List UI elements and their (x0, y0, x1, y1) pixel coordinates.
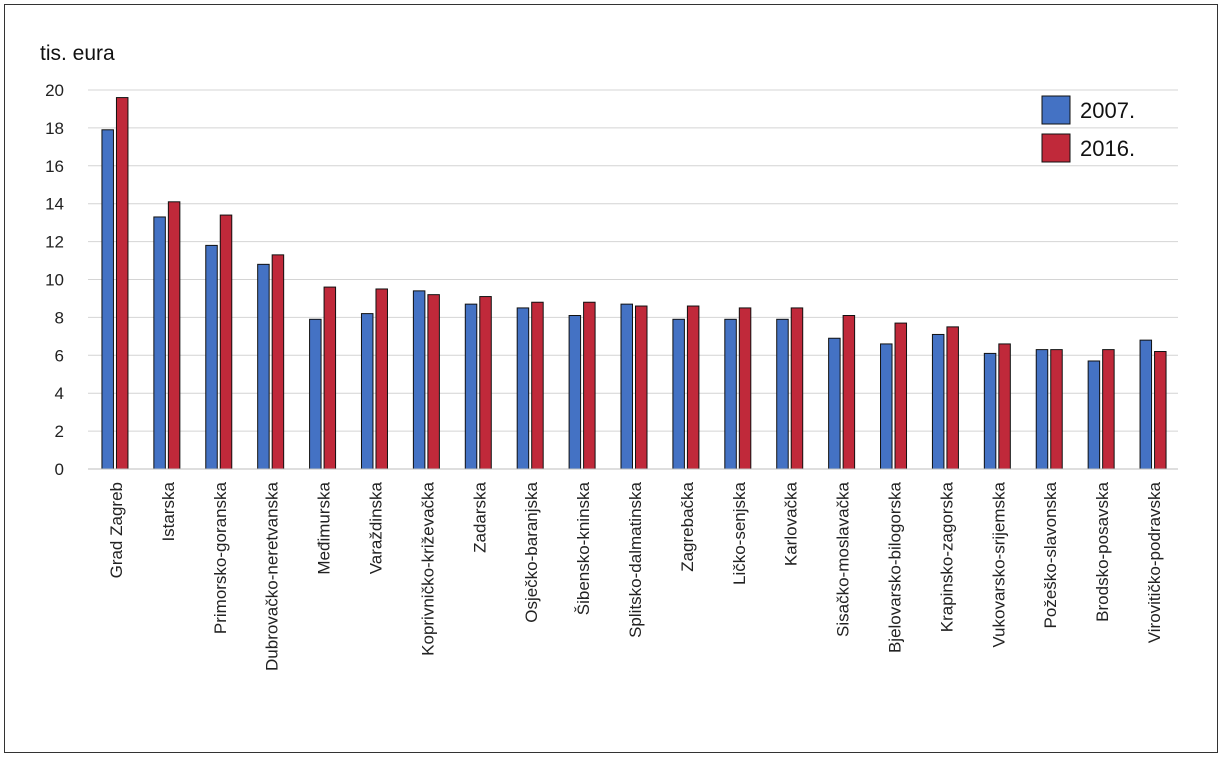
bar-2007 (360, 313, 374, 470)
bar-2007 (1139, 339, 1153, 470)
y-tick-label: 0 (55, 460, 64, 479)
y-tick-label: 8 (55, 308, 64, 327)
y-axis-ticks: 0 2 4 6 8 10 12 14 16 18 20 (45, 81, 64, 479)
y-tick-label: 2 (55, 422, 64, 441)
bar-2007 (257, 263, 270, 470)
bar-2007 (568, 315, 582, 470)
x-category-label: Grad Zagreb (107, 482, 126, 578)
bars (101, 97, 1167, 470)
y-tick-label: 10 (45, 271, 64, 290)
x-category-label: Sisačko-moslavačka (834, 481, 853, 636)
bar-2016 (219, 214, 233, 470)
bar-2016 (894, 322, 908, 470)
bar-2007 (880, 343, 893, 470)
x-category-label: Dubrovačko-neretvanska (263, 481, 282, 671)
x-category-label: Virovitičko-podravska (1145, 481, 1164, 643)
x-category-label: Varaždinska (366, 481, 385, 574)
x-category-label: Splitsko-dalmatinska (626, 481, 645, 637)
bar-2016 (427, 294, 440, 470)
x-category-label: Ličko-senjska (730, 481, 749, 585)
y-tick-label: 4 (55, 384, 64, 403)
bar-2016 (323, 286, 337, 470)
bar-2016 (946, 326, 959, 470)
bar-2007 (983, 352, 997, 470)
bar-2016 (1154, 351, 1167, 470)
x-category-label: Brodsko-posavska (1093, 481, 1112, 621)
bar-2016 (479, 296, 492, 470)
bar-2016 (583, 301, 596, 470)
bar-2007 (464, 303, 478, 470)
bar-2007 (101, 129, 114, 470)
y-axis-unit-label: tis. eura (40, 42, 115, 65)
x-category-label: Zagrebačka (678, 481, 697, 571)
bar-2007 (620, 303, 633, 470)
bar-2016 (998, 343, 1011, 470)
legend: 2007. 2016. (1041, 95, 1135, 163)
bar-2007 (412, 290, 426, 470)
y-tick-label: 6 (55, 346, 64, 365)
x-category-label: Međimurska (315, 481, 334, 574)
bar-2007 (776, 318, 789, 470)
y-tick-label: 14 (45, 195, 64, 214)
bar-2016 (635, 305, 648, 470)
bar-2007 (309, 318, 322, 470)
bar-2016 (167, 201, 181, 470)
x-category-label: Primorsko-goranska (211, 481, 230, 634)
legend-swatch (1041, 133, 1071, 163)
x-category-label: Krapinsko-zagorska (937, 481, 956, 632)
bar-2016 (375, 288, 388, 470)
bar-2016 (842, 315, 856, 470)
y-tick-label: 18 (45, 119, 64, 138)
bar-2007 (205, 244, 218, 470)
bar-2016 (271, 254, 285, 470)
bar-2007 (931, 333, 945, 470)
bar-2016 (790, 307, 804, 470)
x-category-label: Karlovačka (782, 481, 801, 566)
bar-2016 (1102, 349, 1115, 470)
bar-2016 (738, 307, 752, 470)
x-category-label: Požeško-slavonska (1041, 481, 1060, 628)
x-category-label: Šibensko-kninska (574, 481, 593, 615)
x-category-label: Koprivničko-križevačka (418, 481, 437, 655)
y-tick-label: 20 (45, 81, 64, 100)
bar-2007 (516, 307, 530, 470)
bar-2007 (153, 216, 166, 470)
y-tick-label: 16 (45, 157, 64, 176)
bar-2007 (672, 318, 685, 470)
y-tick-label: 12 (45, 233, 64, 252)
bar-2007 (1035, 349, 1049, 470)
x-category-label: Zadarska (470, 481, 489, 552)
bar-2016 (531, 301, 544, 470)
x-category-label: Vukovarsko-srijemska (989, 481, 1008, 647)
bar-2016 (686, 305, 700, 470)
x-category-label: Istarska (159, 481, 178, 541)
legend-label: 2007. (1080, 98, 1135, 123)
bar-2007 (724, 318, 737, 470)
bar-2016 (1050, 349, 1063, 470)
legend-label: 2016. (1080, 136, 1135, 161)
x-category-label: Bjelovarsko-bilogorska (886, 481, 905, 653)
bar-2007 (828, 337, 841, 470)
bar-2016 (115, 97, 129, 470)
x-category-label: Osječko-baranjska (522, 481, 541, 622)
legend-swatch (1041, 95, 1071, 125)
x-axis-categories: Grad Zagreb Istarska Primorsko-goranska Dub… (107, 481, 1164, 671)
bar-2007 (1087, 360, 1101, 470)
